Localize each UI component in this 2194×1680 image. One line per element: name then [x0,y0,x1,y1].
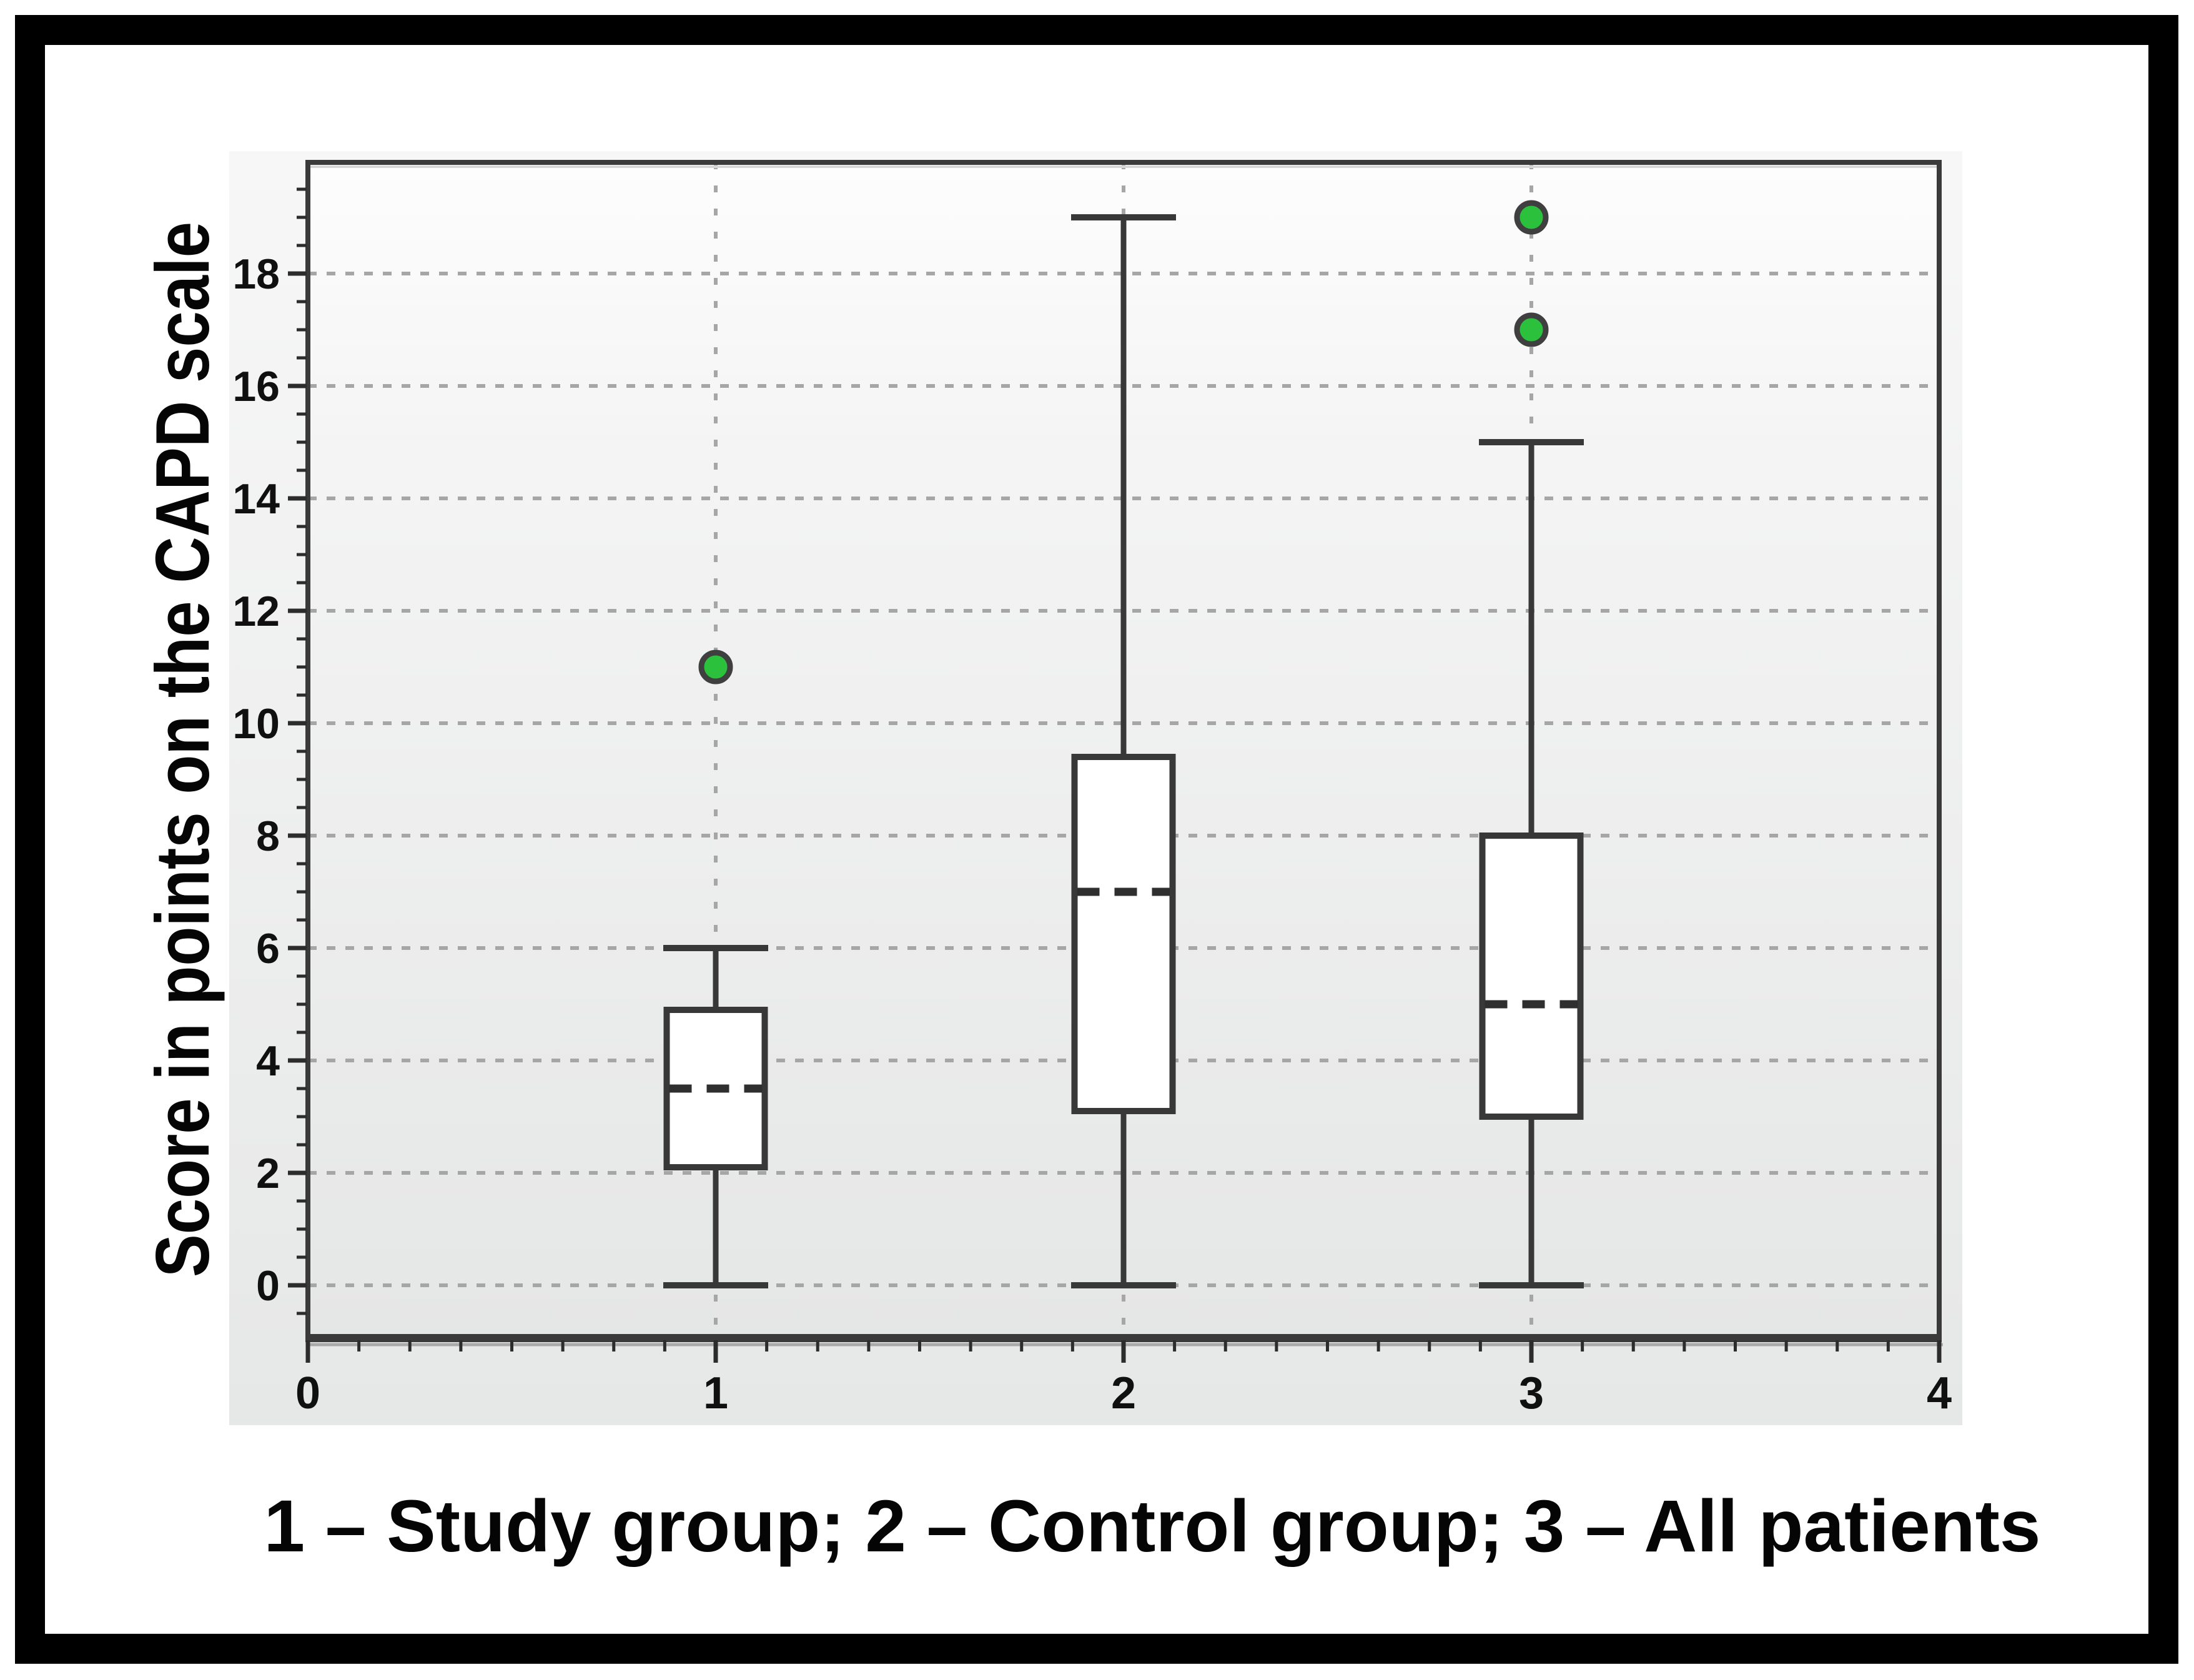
y-tick-label: 18 [232,250,280,298]
x-tick-label: 1 [703,1368,728,1418]
y-tick-label: 12 [232,588,280,635]
y-tick-label: 16 [232,363,280,410]
x-tick-label: 0 [295,1368,320,1418]
y-axis-title: Score in points on the CAPD scale [140,222,225,1277]
box-rect [1479,833,1584,1120]
y-tick-label: 4 [256,1037,280,1085]
box-rect [1071,754,1176,1114]
x-tick-label: 2 [1111,1368,1136,1418]
outlier-point [698,650,733,684]
y-tick-label: 0 [256,1262,280,1310]
y-tick-label: 14 [232,475,280,523]
y-tick-label: 6 [256,925,280,972]
figure-frame [15,15,2178,1664]
y-tick-label: 8 [256,813,280,860]
y-tick-label: 2 [256,1150,280,1197]
y-tick-label: 10 [232,700,280,748]
caption: 1 – Study group; 2 – Control group; 3 – … [264,1485,2041,1568]
x-tick-label: 3 [1519,1368,1544,1418]
outlier-point [1514,200,1549,235]
outlier-point [1514,312,1549,347]
x-tick-label: 4 [1927,1368,1952,1418]
